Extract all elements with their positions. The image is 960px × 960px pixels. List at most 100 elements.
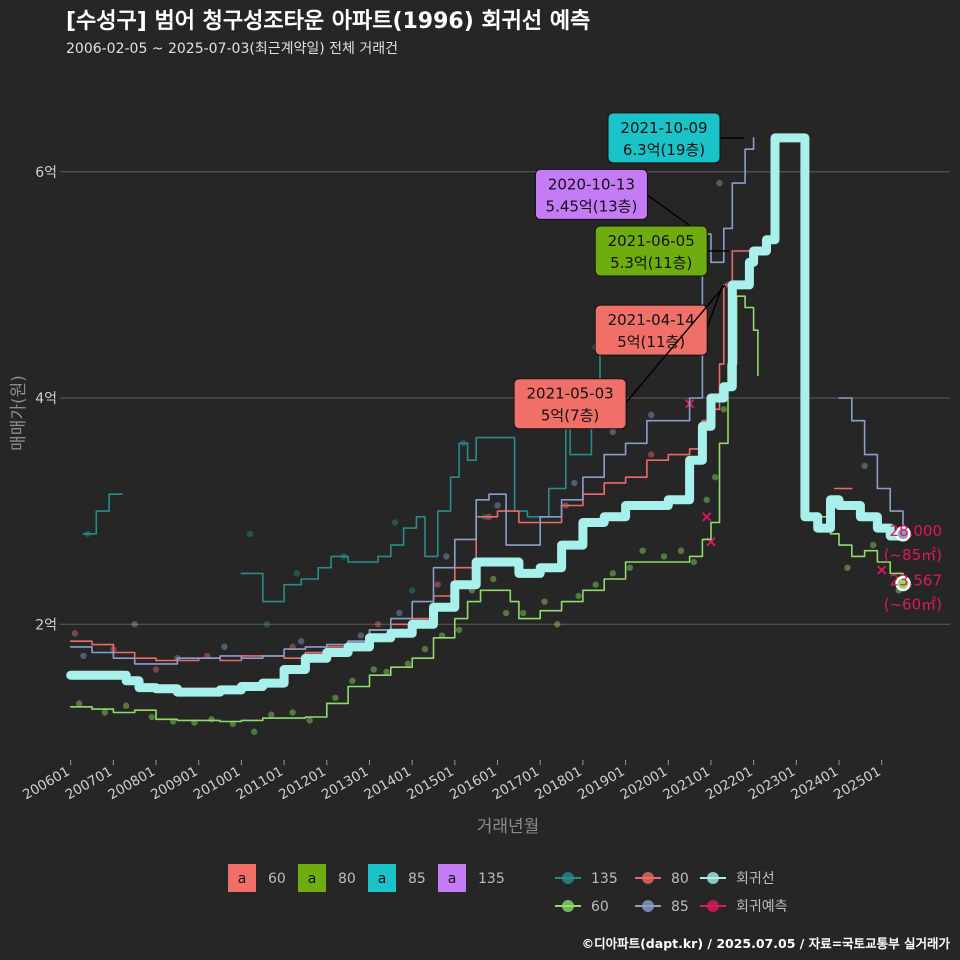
scatter-point-80-9 (647, 451, 655, 458)
scatter-point-85-13 (861, 462, 868, 470)
x-tick-label-11: 201701 (490, 764, 543, 804)
scatter-point-60-35 (712, 474, 719, 481)
scatter-point-60-30 (639, 547, 646, 554)
legend-dot-5 (707, 900, 719, 912)
x-tick-label-12: 201801 (532, 764, 585, 804)
prediction-point-0 (702, 512, 712, 522)
legend-dot-4 (642, 900, 654, 912)
legend-line-text-5: 회귀예측 (736, 899, 788, 915)
scatter-point-60-14 (370, 666, 377, 673)
scatter-point-60-28 (609, 570, 616, 577)
series-line-135-0 (82, 493, 123, 535)
end-label-unit-0: (~85㎡) (884, 546, 942, 564)
x-tick-label-7: 201301 (319, 764, 372, 804)
scatter-point-85-3 (221, 643, 228, 651)
legend-dot-3 (562, 900, 574, 912)
y-axis-ticks: 2억 4억 6억 (35, 165, 57, 633)
y-axis-title: 매매가(원) (9, 375, 29, 451)
callout-box-1 (534, 168, 648, 220)
scatter-point-60-25 (554, 621, 561, 628)
scatter-point-85-9 (571, 479, 578, 487)
callout-date-0: 2021-10-09 (620, 119, 707, 137)
x-tick-label-13: 201901 (575, 764, 628, 804)
y-tick-label-1: 4억 (35, 391, 57, 407)
x-tick-label-16: 202201 (703, 764, 756, 804)
callout-value-0: 6.3억(19층) (623, 141, 705, 159)
callout-date-3: 2021-04-14 (608, 311, 695, 329)
end-labels: 28,000 (~85㎡) 23,567 (~60㎡) (884, 522, 942, 614)
scatter-point-85-1 (131, 621, 138, 628)
x-tick-label-15: 202101 (660, 764, 713, 804)
x-tick-label-3: 200901 (148, 764, 201, 804)
callout-box-3 (594, 304, 708, 356)
series-line-85-0 (69, 137, 755, 665)
x-tick-label-9: 201501 (404, 764, 457, 804)
scatter-point-60-12 (332, 694, 339, 701)
scatter-point-60-9 (268, 711, 275, 718)
scatter-point-60-11 (306, 717, 313, 724)
callout-box-0 (607, 112, 721, 164)
scatter-point-60-32 (677, 547, 685, 554)
x-tick-label-1: 200701 (63, 764, 116, 804)
legend-label-text-3: 135 (478, 871, 505, 887)
series-lines (66, 133, 908, 723)
y-tick-label-2: 6억 (35, 165, 57, 181)
x-tick-label-10: 201601 (447, 764, 500, 804)
scatter-point-60-38 (869, 541, 877, 549)
legend-label-text-0: 60 (268, 871, 286, 887)
scatter-point-60-21 (490, 575, 497, 583)
highlight-points (895, 526, 911, 592)
grid (60, 171, 950, 625)
callout-box-4 (513, 378, 627, 430)
x-tick-label-0: 200601 (20, 764, 73, 804)
scatter-point-135-1 (246, 530, 254, 537)
scatter-point-60-0 (76, 700, 83, 707)
scatter-point-85-4 (297, 638, 305, 645)
scatter-point-135-6 (408, 587, 416, 594)
callout-value-1: 5.45억(13층) (546, 197, 638, 215)
x-tick-label-14: 202001 (618, 764, 671, 804)
legend-line-text-0: 135 (591, 871, 618, 887)
callout-value-4: 5억(7층) (541, 407, 599, 425)
x-tick-label-17: 202301 (746, 764, 799, 804)
scatter-point-80-0 (71, 630, 79, 637)
scatter-point-60-1 (101, 709, 109, 716)
legend-label-key-letter-3: a (448, 871, 457, 887)
scatter-points (71, 179, 902, 735)
callout-value-3: 5억(11층) (617, 333, 685, 351)
scatter-point-80-5 (374, 621, 382, 628)
highlight-point-1 (895, 575, 911, 592)
scatter-point-60-33 (690, 558, 698, 566)
scatter-point-60-31 (660, 553, 668, 560)
callout-leader-3 (705, 284, 724, 331)
callout-date-1: 2020-10-13 (548, 175, 635, 193)
callout-date-4: 2021-05-03 (527, 385, 614, 403)
scatter-point-85-10 (609, 428, 616, 436)
scatter-point-60-34 (703, 496, 710, 504)
scatter-point-135-5 (391, 519, 399, 526)
scatter-point-60-8 (251, 728, 258, 735)
scatter-point-85-6 (396, 609, 403, 617)
legend-label-key-2 (368, 864, 396, 892)
legend-label-key-3 (438, 864, 466, 892)
x-tick-label-18: 202401 (788, 764, 841, 804)
scatter-point-60-19 (455, 626, 463, 634)
series-line-60-1 (816, 516, 904, 585)
x-tick-label-6: 201201 (276, 764, 329, 804)
chart-subtitle: 2006-02-05 ~ 2025-07-03(최근계약일) 전체 거래건 (66, 41, 398, 57)
scatter-point-60-17 (421, 645, 429, 653)
chart-title: [수성구] 범어 청구성조타운 아파트(1996) 회귀선 예측 (66, 9, 590, 34)
x-tick-label-19: 202501 (831, 764, 884, 804)
highlight-point-0 (895, 526, 911, 542)
legend-label-key-letter-2: a (378, 871, 387, 887)
scatter-point-85-8 (494, 502, 501, 509)
end-label-value-1: 23,567 (890, 572, 943, 590)
callout-box-2 (594, 225, 708, 277)
scatter-point-135-3 (293, 570, 301, 577)
series-line-60-0 (69, 295, 759, 723)
legend-dot-0 (562, 872, 574, 884)
series-line-85-1 (838, 397, 904, 535)
y-tick-label-0: 2억 (35, 617, 57, 633)
legend-label-text-2: 85 (408, 871, 426, 887)
